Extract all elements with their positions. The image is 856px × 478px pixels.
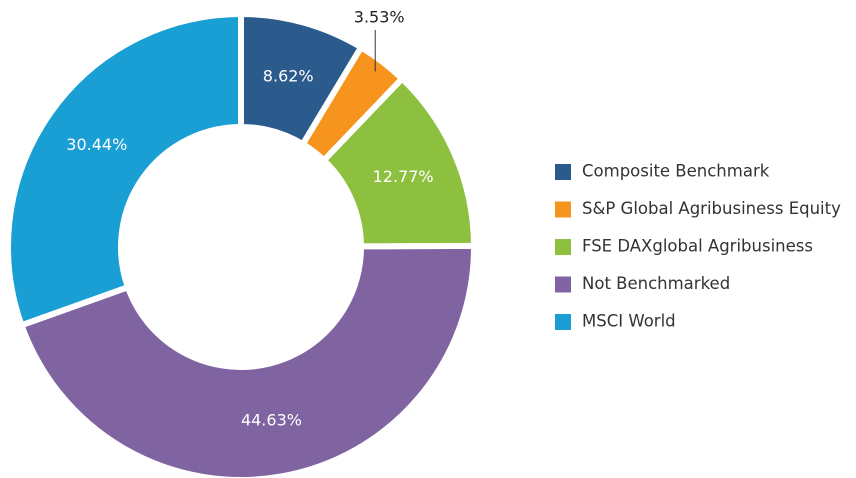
legend-label: FSE DAXglobal Agribusiness xyxy=(582,237,813,256)
legend-swatch xyxy=(555,201,571,218)
pie-slice xyxy=(17,242,477,478)
data-label: 44.63% xyxy=(241,410,302,429)
legend-label: MSCI World xyxy=(582,312,676,331)
legend-label: S&P Global Agribusiness Equity xyxy=(582,199,841,218)
legend-swatch xyxy=(555,164,571,180)
legend-label: Composite Benchmark xyxy=(582,162,770,181)
legend-label: Not Benchmarked xyxy=(582,274,730,293)
data-label: 3.53% xyxy=(354,8,405,27)
legend-swatch xyxy=(555,239,571,255)
data-label: 12.77% xyxy=(373,167,434,186)
legend-swatch xyxy=(555,314,571,330)
legend-swatch xyxy=(555,276,571,293)
pie-slice xyxy=(5,10,244,329)
data-label: 8.62% xyxy=(263,66,314,85)
data-label: 30.44% xyxy=(66,135,127,154)
